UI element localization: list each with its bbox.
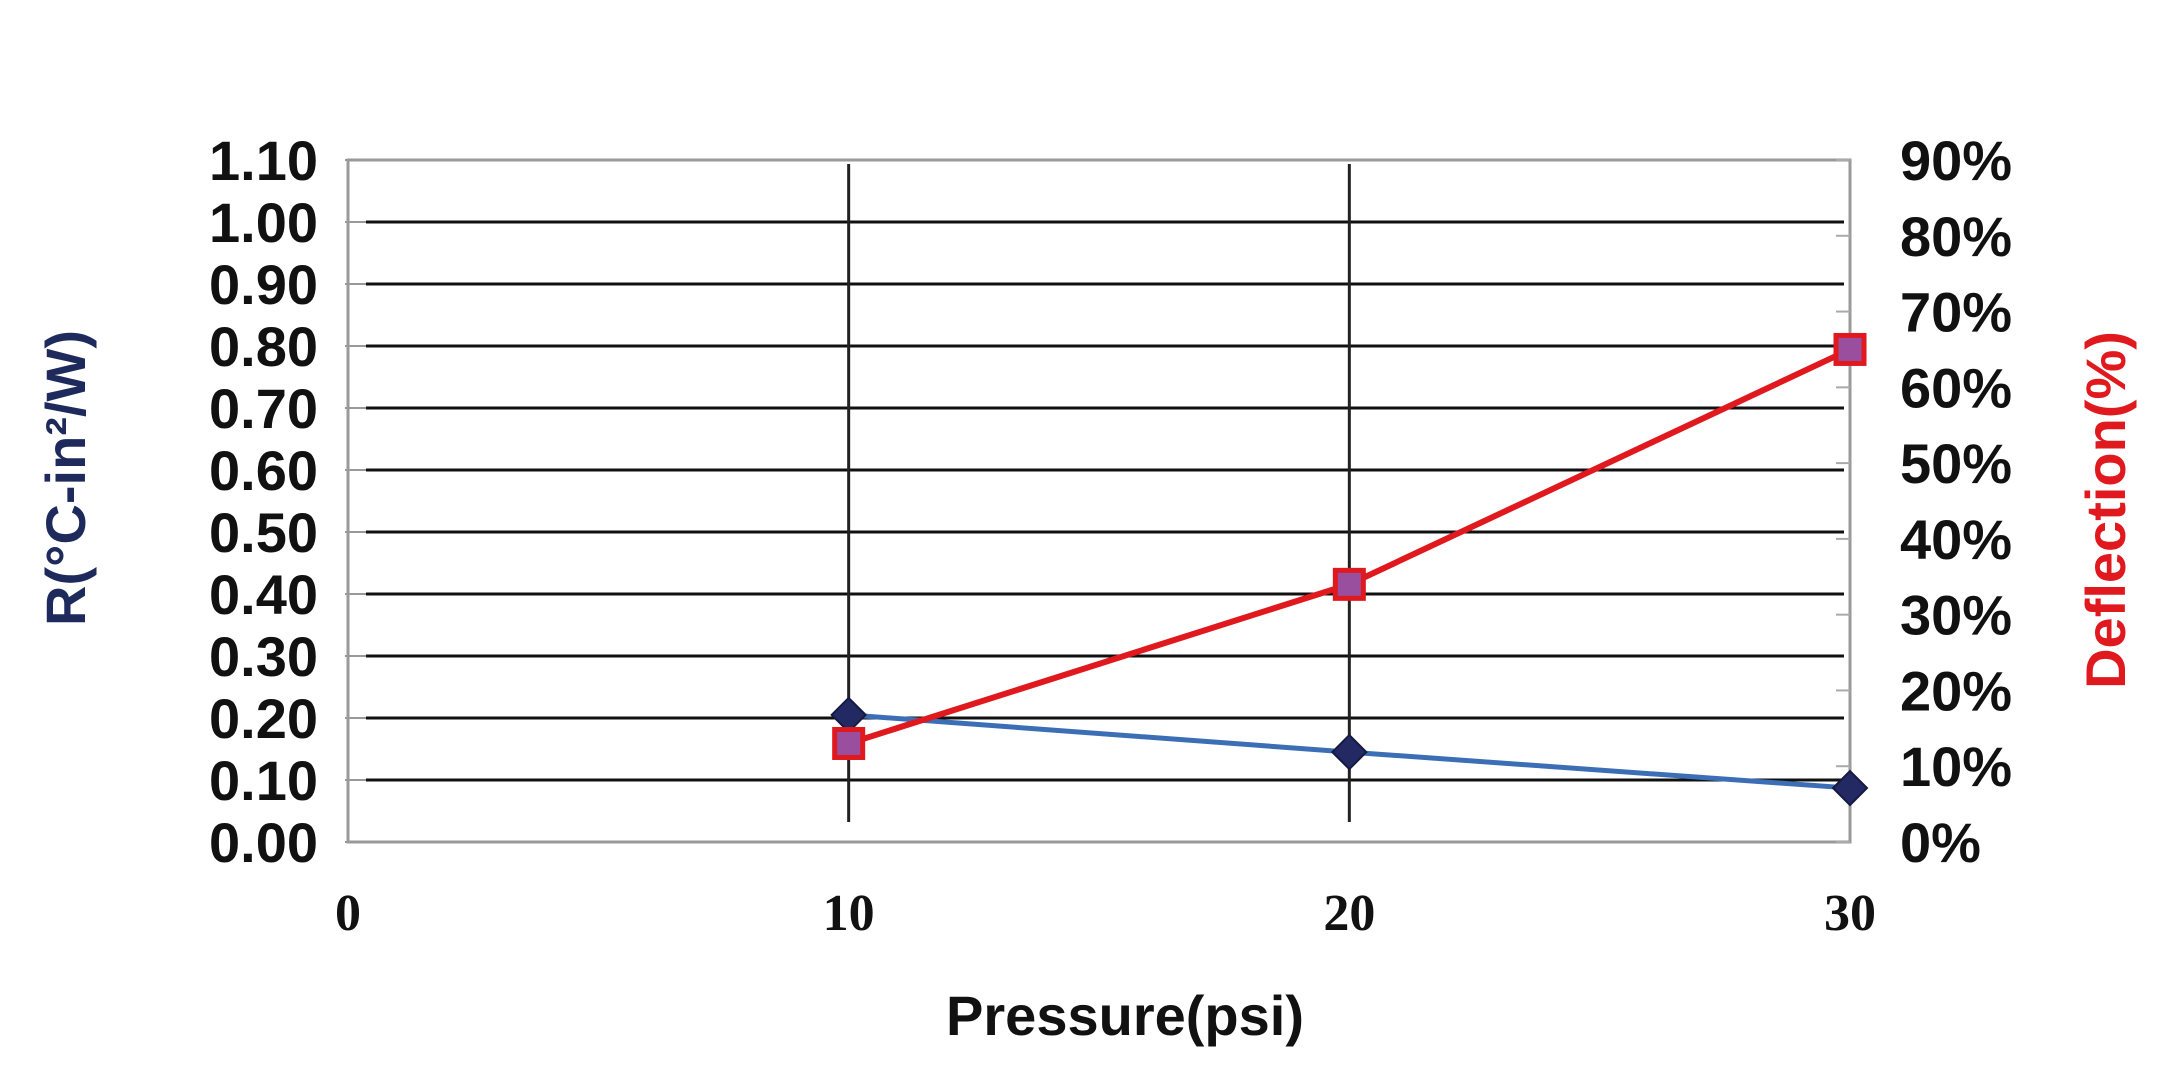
plot-frame — [346, 158, 1852, 844]
left-y-axis-title: R(°C-in²/W) — [34, 330, 97, 626]
left-tick-label: 0.20 — [209, 687, 318, 750]
tick-layer: 0.000.100.200.300.400.500.600.700.800.90… — [209, 129, 2012, 942]
left-tick-label: 0.80 — [209, 315, 318, 378]
right-tick-label: 30% — [1900, 584, 2012, 647]
x-tick-label: 0 — [335, 885, 361, 942]
series-deflection — [832, 332, 1867, 760]
grid-layer — [366, 164, 1844, 822]
x-tick-label: 20 — [1323, 885, 1375, 942]
x-axis-title: Pressure(psi) — [946, 984, 1304, 1047]
right-tick-label: 20% — [1900, 659, 2012, 722]
resistance-point-marker — [830, 696, 868, 734]
right-tick-label: 50% — [1900, 432, 2012, 495]
right-tick-label: 90% — [1900, 129, 2012, 192]
plot-border — [346, 158, 1852, 844]
deflection-point-marker — [832, 726, 866, 760]
series-layer — [830, 332, 1869, 807]
left-tick-label: 1.00 — [209, 191, 318, 254]
series-resistance — [830, 696, 1869, 807]
left-tick-label: 0.40 — [209, 563, 318, 626]
resistance-point-marker — [1831, 769, 1869, 807]
right-tick-label: 60% — [1900, 356, 2012, 419]
right-tick-label: 0% — [1900, 811, 1981, 874]
right-y-axis-title: Deflection(%) — [2074, 331, 2137, 689]
deflection-point-marker — [1833, 332, 1867, 366]
left-tick-label: 0.50 — [209, 501, 318, 564]
left-tick-label: 0.70 — [209, 377, 318, 440]
left-tick-label: 0.30 — [209, 625, 318, 688]
left-tick-label: 0.90 — [209, 253, 318, 316]
deflection-point-marker — [1332, 567, 1366, 601]
resistance-point-marker — [1330, 733, 1368, 771]
left-tick-label: 0.60 — [209, 439, 318, 502]
left-tick-label: 0.10 — [209, 749, 318, 812]
x-tick-label: 30 — [1824, 885, 1876, 942]
right-tick-label: 70% — [1900, 281, 2012, 344]
right-tick-label: 80% — [1900, 205, 2012, 268]
right-tick-label: 40% — [1900, 508, 2012, 571]
x-tick-label: 10 — [823, 885, 875, 942]
right-tick-label: 10% — [1900, 735, 2012, 798]
left-tick-label: 0.00 — [209, 811, 318, 874]
left-tick-label: 1.10 — [209, 129, 318, 192]
